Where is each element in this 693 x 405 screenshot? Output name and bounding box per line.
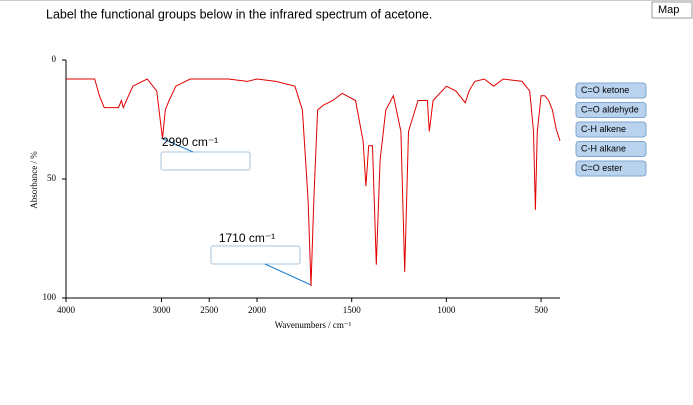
answer-label[interactable]	[575, 141, 647, 157]
answer-label-text[interactable]: C=O aldehyde	[581, 104, 639, 114]
answer-label[interactable]	[575, 82, 647, 99]
x-tick-label: 1500	[343, 305, 362, 315]
answer-label-text[interactable]: C-H alkene	[581, 124, 626, 134]
x-tick-label: 4000	[57, 305, 76, 315]
answer-label[interactable]	[575, 102, 647, 118]
pointer-line	[160, 137, 194, 153]
answer-label-text[interactable]: C=O ester	[581, 163, 622, 173]
annotation: 2990 cm⁻¹	[162, 135, 218, 149]
x-tick-label: 500	[534, 305, 548, 315]
question: Label the functional groups below in the…	[46, 7, 432, 21]
y-tick-label: 0	[52, 54, 57, 64]
map-button-label[interactable]: Map	[658, 4, 679, 16]
annotation: 1710 cm⁻¹	[219, 231, 275, 245]
answer-label[interactable]	[575, 160, 647, 177]
spectrum-line	[66, 78, 561, 287]
x-tick-label: 3000	[153, 305, 172, 315]
y-axis-label: Absorbance / %	[29, 151, 39, 209]
y-tick-label: 100	[43, 292, 57, 302]
answer-box[interactable]	[160, 151, 251, 171]
answer-labels: C=O ketone C=O aldehyde C-H alkene C-H alka…	[575, 82, 647, 177]
answer-label-text[interactable]: C=O ketone	[581, 85, 629, 95]
answer-box[interactable]	[210, 245, 301, 265]
x-tick-label: 1000	[437, 305, 456, 315]
x-tick-label: 2500	[200, 305, 219, 315]
x-axis-label: Wavenumbers / cm⁻¹	[275, 320, 352, 330]
answer-label-text[interactable]: C-H alkane	[581, 143, 626, 153]
answer-boxes: 2990 cm⁻¹ 1710 cm⁻¹	[160, 135, 312, 286]
x-tick-label: 2000	[248, 305, 267, 315]
y-tick-label: 50	[47, 173, 57, 183]
pointer-line	[264, 263, 312, 286]
answer-label[interactable]	[575, 121, 647, 138]
map-button[interactable]	[651, 1, 693, 19]
